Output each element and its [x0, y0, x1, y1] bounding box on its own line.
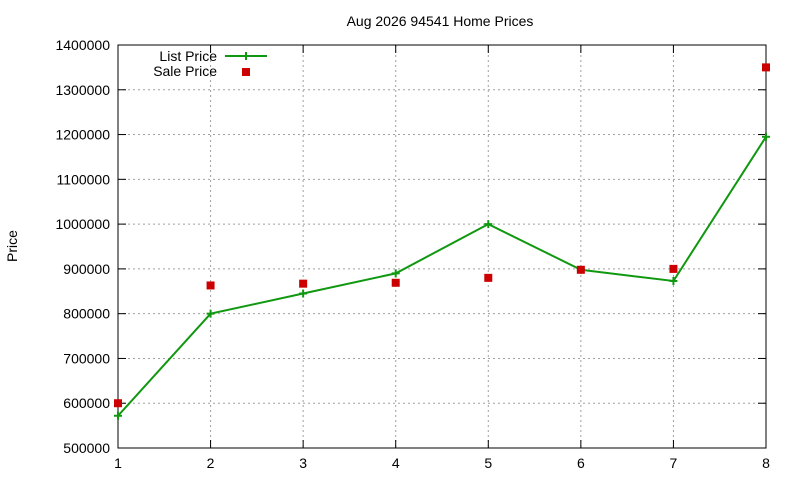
sale-price-point: [484, 273, 493, 282]
legend-label-sale-price: Sale Price: [153, 63, 217, 79]
x-tick-label: 8: [762, 455, 770, 471]
y-tick-label: 1100000: [57, 171, 111, 187]
axis-ticks: 1 2 3 4 5 6 7 8 500000 600000 700000 800000 900000 10…: [55, 37, 770, 471]
sale-price-point: [576, 265, 585, 274]
sale-price-point: [391, 278, 400, 287]
y-tick-label: 1300000: [55, 82, 110, 98]
list-price-point: [391, 269, 400, 278]
list-price-point: [299, 289, 308, 298]
y-tick-label: 1400000: [55, 37, 110, 53]
x-tick-label: 6: [577, 455, 585, 471]
sale-price-point: [299, 279, 308, 288]
list-price-line: [117, 136, 767, 417]
y-axis-label: Price: [4, 230, 20, 262]
list-price-point: [206, 309, 215, 318]
x-tick-label: 7: [670, 455, 678, 471]
list-price-point: [114, 411, 122, 420]
x-tick-label: 3: [299, 455, 307, 471]
y-tick-label: 900000: [63, 261, 110, 277]
series-layer: [114, 63, 770, 420]
y-tick-label: 1200000: [55, 127, 110, 143]
x-tick-label: 2: [207, 455, 215, 471]
y-tick-label: 500000: [63, 440, 110, 456]
sale-price-point: [762, 63, 770, 72]
y-tick-label: 800000: [63, 306, 110, 322]
plot-frame: [117, 44, 767, 449]
sale-price-point: [206, 281, 215, 290]
list-price-point: [669, 276, 678, 285]
sale-price-point: [669, 264, 678, 273]
chart-title: Aug 2026 94541 Home Prices: [347, 13, 534, 29]
y-tick-label: 1000000: [55, 216, 110, 232]
sale-price-point: [114, 399, 122, 408]
list-price-point: [484, 220, 493, 229]
grid-lines: [118, 45, 766, 448]
x-tick-label: 4: [392, 455, 400, 471]
x-tick-label: 5: [484, 455, 492, 471]
legend-sale-price-marker: [242, 68, 250, 76]
list-price-point: [762, 132, 770, 141]
y-tick-label: 600000: [63, 395, 110, 411]
x-tick-label: 1: [114, 455, 122, 471]
y-tick-label: 700000: [63, 350, 110, 366]
legend-label-list-price: List Price: [159, 48, 217, 64]
